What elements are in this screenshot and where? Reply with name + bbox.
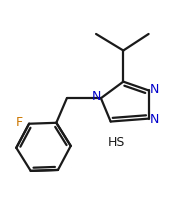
Text: HS: HS [108,136,125,150]
Text: N: N [150,113,159,126]
Text: N: N [92,90,101,103]
Text: F: F [15,116,23,129]
Text: N: N [150,83,159,96]
